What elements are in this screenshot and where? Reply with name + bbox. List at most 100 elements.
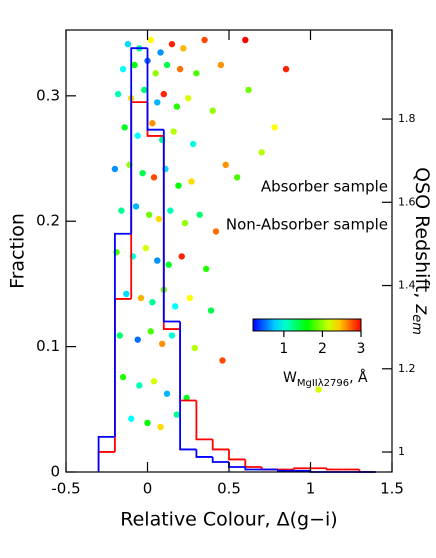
scatter-point — [201, 36, 208, 44]
x-tick-label: -0.5 — [51, 480, 80, 498]
scatter-point — [222, 161, 229, 169]
scatter-point — [116, 332, 123, 339]
scatter-point — [185, 95, 192, 102]
scatter-point — [121, 124, 128, 131]
scatter-point — [172, 303, 179, 310]
scatter-point — [271, 124, 278, 131]
scatter-point — [165, 261, 172, 268]
scatter-point — [154, 99, 161, 106]
colorbar — [252, 318, 362, 332]
scatter-point — [180, 45, 187, 52]
scatter-point — [145, 211, 153, 218]
scatter-point — [191, 344, 198, 352]
histogram-step — [97, 451, 115, 472]
scatter-point — [163, 390, 171, 397]
scatter-point — [155, 215, 163, 223]
y2-axis-label: QSO Redshift, zem — [410, 167, 434, 335]
scatter-point — [258, 149, 265, 156]
histogram-step — [146, 102, 164, 137]
scatter-point — [178, 253, 185, 260]
scatter-point — [142, 244, 150, 252]
x-tick-label: 1.5 — [380, 480, 404, 498]
scatter-point — [152, 70, 159, 77]
scatter-point — [149, 120, 156, 127]
y2-label-sub: em — [410, 314, 425, 335]
scatter-point — [183, 394, 190, 402]
scatter-point — [149, 298, 156, 306]
scatter-point — [173, 103, 181, 110]
histogram-step — [114, 232, 132, 437]
scatter-point — [189, 140, 197, 148]
scatter-point — [181, 219, 189, 227]
histogram-step — [130, 47, 148, 234]
scatter-point — [173, 411, 181, 418]
scatter-point — [137, 294, 145, 302]
y2-tick-label: 1 — [398, 445, 405, 458]
scatter-point — [141, 86, 148, 94]
histogram-step — [146, 48, 164, 131]
scatter-point — [282, 65, 290, 73]
scatter-point — [193, 70, 200, 77]
legend-label: Non-Absorber sample — [226, 216, 388, 234]
scatter-point — [150, 378, 158, 385]
colorbar-label: WMgIIλ2796, Å — [283, 369, 368, 389]
scatter-point — [233, 174, 241, 181]
histogram-step — [228, 461, 246, 468]
y-tick-label: 0 — [50, 463, 60, 481]
scatter-point — [196, 211, 203, 218]
scatter-point — [128, 415, 135, 422]
scatter-point — [242, 36, 249, 44]
scatter-point — [175, 182, 182, 189]
colorbar-label-main: W — [283, 370, 297, 386]
scatter-point — [119, 65, 127, 73]
scatter-point — [245, 86, 252, 94]
histogram-step — [162, 129, 181, 323]
y2-label-var: z — [412, 303, 434, 315]
y-tick-label: 0.1 — [36, 337, 60, 355]
histogram-step — [244, 466, 262, 471]
scatter-point — [315, 386, 322, 393]
histogram-step — [179, 329, 197, 402]
y-axis-label: Fraction — [7, 213, 29, 289]
histogram-step — [179, 321, 197, 451]
y2-tick-label: 1.2 — [398, 362, 416, 375]
legend-label: Absorber sample — [261, 178, 388, 196]
scatter-point — [119, 373, 127, 381]
scatter-point — [123, 290, 130, 298]
scatter-point — [114, 90, 122, 98]
histogram-step — [277, 469, 295, 472]
scatter-point — [150, 174, 158, 181]
scatter-point — [209, 107, 216, 114]
scatter-point — [168, 332, 176, 339]
scatter-point — [163, 61, 171, 69]
histogram-step — [195, 400, 213, 441]
histogram-step — [244, 459, 262, 468]
y2-tick-label: 1.4 — [398, 279, 416, 292]
scatter-point — [134, 336, 141, 343]
histogram-step — [293, 467, 311, 470]
scatter-point — [147, 328, 154, 335]
x-tick-label: 1 — [306, 480, 316, 498]
scatter-point — [217, 61, 225, 69]
scatter-point — [188, 178, 195, 185]
histogram-step — [211, 456, 229, 463]
colorbar-tick-label: 3 — [357, 341, 366, 357]
y2-tick-label: 1.6 — [398, 195, 416, 208]
scatter-point — [111, 165, 119, 173]
colorbar-tick-label: 1 — [279, 341, 288, 357]
scatter-point — [176, 65, 184, 73]
colorbar-label-sub: MgIIλ2796 — [297, 378, 349, 389]
scatter-point — [219, 357, 226, 364]
scatter-point — [157, 423, 164, 431]
scatter-point — [158, 340, 166, 348]
histogram-step — [195, 449, 213, 458]
scatter-point — [154, 257, 161, 264]
x-tick-label: 0 — [143, 480, 153, 498]
scatter-point — [186, 294, 194, 302]
scatter-point — [136, 382, 143, 389]
scatter-point — [168, 40, 176, 48]
y-tick-label: 0.3 — [36, 86, 60, 104]
scatter-point — [131, 61, 138, 69]
histogram-step — [228, 449, 246, 461]
